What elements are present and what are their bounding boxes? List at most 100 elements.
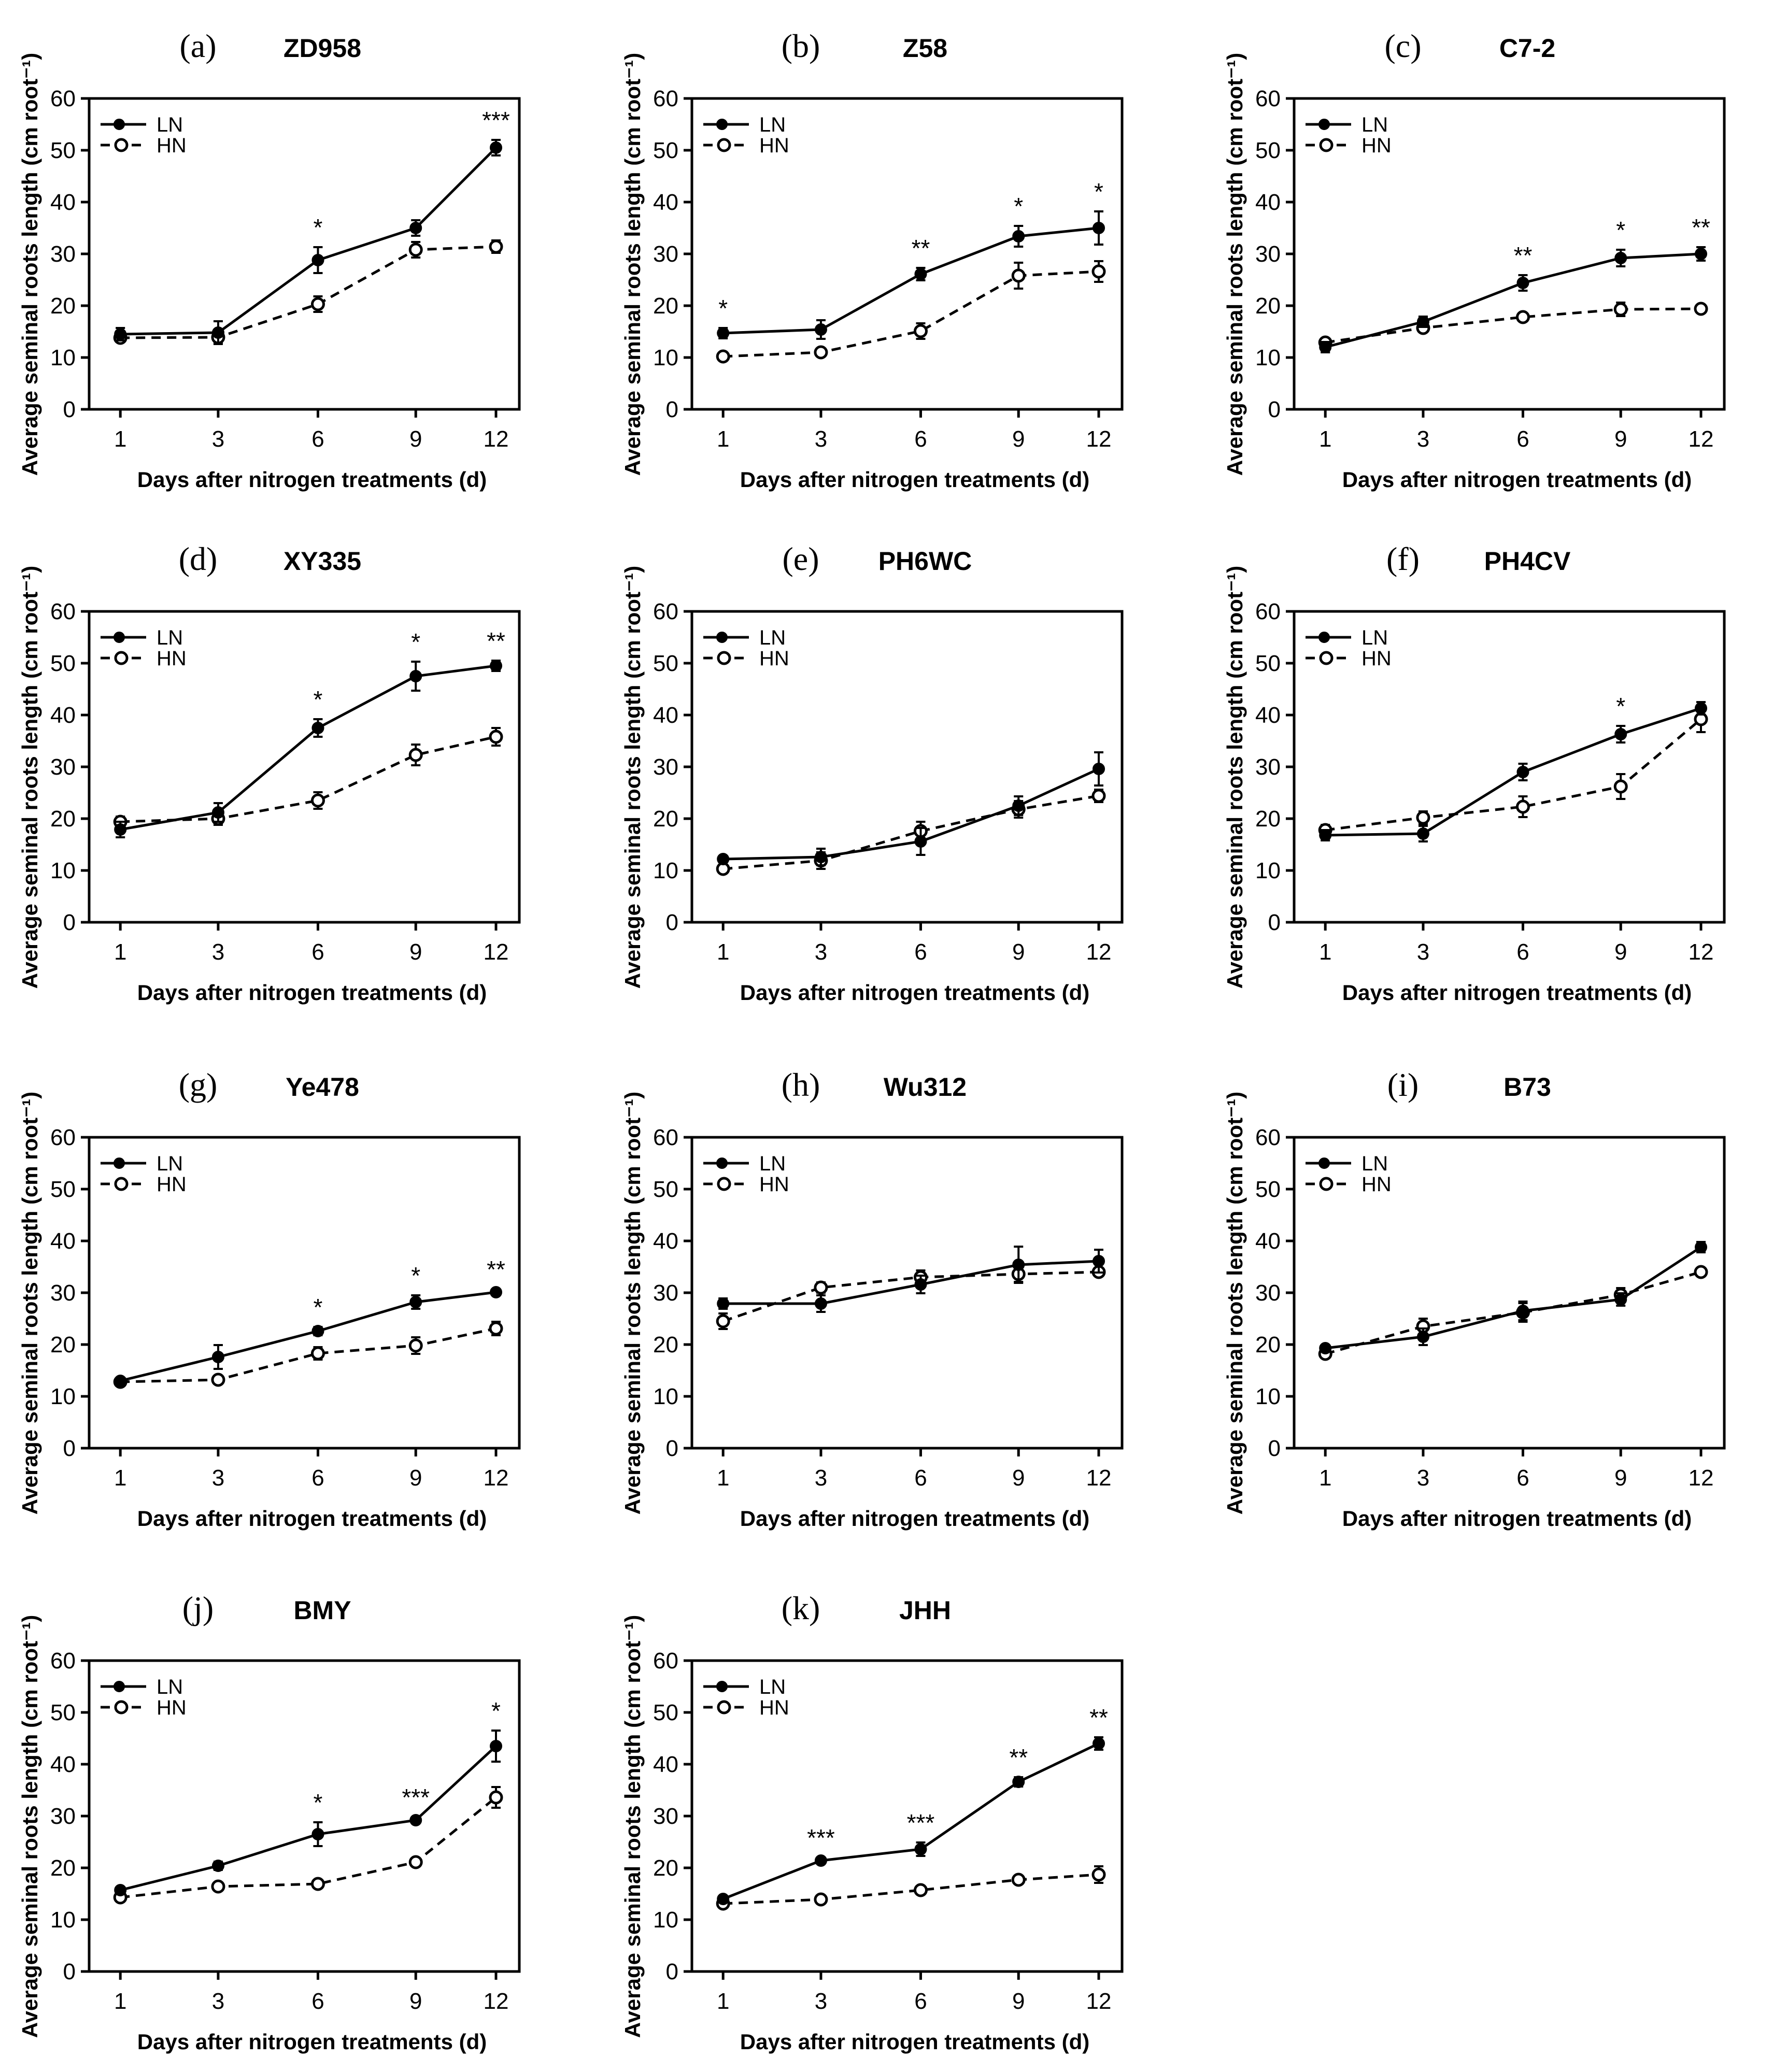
x-tick-label: 9 xyxy=(1614,1465,1627,1491)
x-tick-label: 6 xyxy=(1516,426,1529,452)
data-point-ln xyxy=(1614,252,1627,264)
data-point-ln xyxy=(114,1375,127,1387)
y-tick-label: 10 xyxy=(653,345,678,370)
panel-title: JHH xyxy=(899,1596,951,1625)
data-point-ln xyxy=(814,323,827,336)
data-point-ln xyxy=(1695,1241,1707,1253)
y-tick-label: 20 xyxy=(653,293,678,319)
data-point-ln xyxy=(311,1325,324,1337)
legend-hn-label: HN xyxy=(1361,134,1392,157)
significance-label: *** xyxy=(807,1824,835,1851)
data-point-ln xyxy=(1012,1776,1025,1788)
data-point-ln xyxy=(814,1854,827,1867)
x-tick-label: 9 xyxy=(409,426,422,452)
x-tick-label: 1 xyxy=(1319,426,1331,452)
chart-panel-9: 0 10 20 30 40 50 60 1 3 6 9 12 Days after nitrogen t… xyxy=(1223,1066,1726,1531)
y-tick-label: 40 xyxy=(1255,703,1281,728)
y-tick-label: 0 xyxy=(63,1436,76,1461)
y-tick-label: 50 xyxy=(653,651,678,676)
plot-frame xyxy=(690,610,1124,924)
y-tick-label: 30 xyxy=(1255,1280,1281,1306)
data-point-ln xyxy=(1319,1342,1332,1354)
chart-panel-11: 0 10 20 30 40 50 60 1 3 6 9 12 Days after nitrogen t… xyxy=(620,1590,1124,2054)
data-point-ln xyxy=(1093,222,1105,234)
data-point-ln xyxy=(409,1296,422,1308)
y-tick-label: 60 xyxy=(653,1125,678,1150)
x-tick-label: 9 xyxy=(1614,939,1627,965)
y-axis-label: Average seminal roots length (cm root⁻¹) xyxy=(18,1092,42,1514)
y-tick-label: 10 xyxy=(653,1907,678,1933)
data-point-hn xyxy=(310,297,325,311)
x-tick-label: 12 xyxy=(484,1465,509,1491)
legend-ln-label: LN xyxy=(759,1676,786,1698)
data-point-ln xyxy=(114,328,127,340)
x-tick-label: 1 xyxy=(1319,1465,1331,1491)
x-tick-label: 1 xyxy=(114,1989,126,2014)
significance-label: * xyxy=(1014,193,1023,220)
y-tick-label: 10 xyxy=(50,858,76,883)
legend-ln-label: LN xyxy=(157,113,183,136)
data-point-ln xyxy=(1516,277,1529,289)
significance-label: ** xyxy=(1692,214,1710,241)
data-point-hn xyxy=(913,1883,928,1897)
legend-hn-marker xyxy=(717,138,731,152)
data-point-hn xyxy=(489,1321,503,1336)
x-axis-label: Days after nitrogen treatments (d) xyxy=(137,980,487,1005)
y-tick-label: 50 xyxy=(1255,138,1281,163)
y-axis-label: Average seminal roots length (cm root⁻¹) xyxy=(18,53,42,476)
x-axis-label: Days after nitrogen treatments (d) xyxy=(1342,467,1692,492)
y-tick-label: 0 xyxy=(63,397,76,422)
data-point-ln xyxy=(211,1860,224,1872)
data-point-ln xyxy=(114,1884,127,1896)
data-point-ln xyxy=(1516,766,1529,778)
x-tick-label: 1 xyxy=(717,426,729,452)
y-tick-label: 40 xyxy=(1255,190,1281,215)
x-axis-label: Days after nitrogen treatments (d) xyxy=(1342,980,1692,1005)
plot-frame xyxy=(1293,1136,1726,1450)
series-line-hn xyxy=(120,735,497,823)
legend-hn-marker xyxy=(1319,138,1334,152)
x-tick-label: 3 xyxy=(815,1465,827,1491)
series-line-hn xyxy=(120,1796,497,1899)
significance-label: * xyxy=(314,1789,323,1816)
legend-ln-marker xyxy=(716,1681,728,1692)
chart-panel-2: 0 10 20 30 40 50 60 1 3 6 9 12 Days after nitrogen t… xyxy=(620,27,1124,492)
series-line-ln xyxy=(1325,707,1701,837)
significance-label: ** xyxy=(1514,242,1533,269)
legend-ln-marker xyxy=(716,632,728,643)
x-axis-label: Days after nitrogen treatments (d) xyxy=(740,980,1089,1005)
y-tick-label: 20 xyxy=(50,806,76,832)
legend-ln-label: LN xyxy=(759,113,786,136)
data-point-ln xyxy=(1012,799,1025,812)
legend-hn-label: HN xyxy=(157,647,187,670)
y-tick-label: 0 xyxy=(63,910,76,935)
series-line-hn xyxy=(120,1327,497,1383)
y-tick-label: 30 xyxy=(50,754,76,780)
significance-label: ** xyxy=(1009,1744,1028,1771)
y-tick-label: 50 xyxy=(653,1177,678,1202)
legend-hn-label: HN xyxy=(759,1696,789,1719)
legend-ln-label: LN xyxy=(1361,113,1388,136)
legend-hn-marker xyxy=(114,1177,129,1191)
x-tick-label: 12 xyxy=(1086,1465,1112,1491)
series-line-ln xyxy=(120,1745,497,1892)
data-point-ln xyxy=(311,1828,324,1840)
data-point-ln xyxy=(914,268,927,280)
panel-letter: (a) xyxy=(179,27,216,64)
data-point-ln xyxy=(1093,1255,1105,1267)
x-axis-label: Days after nitrogen treatments (d) xyxy=(1342,1506,1692,1531)
data-point-ln xyxy=(490,141,502,154)
x-tick-label: 3 xyxy=(212,939,224,965)
y-tick-label: 60 xyxy=(50,1125,76,1150)
x-tick-label: 1 xyxy=(114,939,126,965)
x-tick-label: 1 xyxy=(717,939,729,965)
significance-label: * xyxy=(314,686,323,713)
y-axis-label: Average seminal roots length (cm root⁻¹) xyxy=(1223,1092,1247,1514)
legend-ln-marker xyxy=(114,119,125,130)
data-point-ln xyxy=(409,222,422,234)
x-tick-label: 1 xyxy=(717,1989,729,2014)
chart-panel-3: 0 10 20 30 40 50 60 1 3 6 9 12 Days after nitrogen t… xyxy=(1223,27,1726,492)
legend-hn-label: HN xyxy=(759,134,789,157)
x-tick-label: 3 xyxy=(212,426,224,452)
legend-hn-marker xyxy=(717,1700,731,1714)
